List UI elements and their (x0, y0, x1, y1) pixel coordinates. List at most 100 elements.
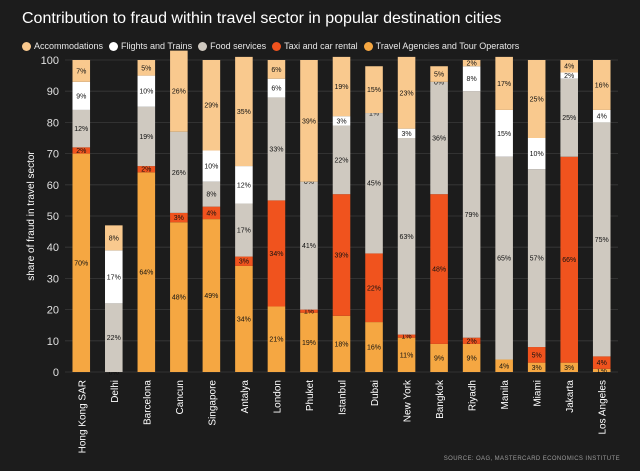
bar-segment-travel-agencies-and-tour-operators (397, 337, 416, 372)
data-label: 5% (532, 352, 542, 359)
y-tick-label: 30 (47, 273, 59, 285)
bar-segment-taxi-and-car-rental (462, 337, 481, 344)
data-label: 41% (302, 243, 316, 250)
data-label: 0% (109, 370, 119, 377)
data-label: 17% (107, 274, 121, 281)
bar-segment-taxi-and-car-rental (300, 309, 318, 313)
bar-segment-taxi-and-car-rental (72, 147, 91, 154)
data-label: 8% (109, 235, 119, 242)
data-label: 3% (336, 118, 346, 125)
data-label: 11% (400, 352, 414, 359)
bar-segment-flights-and-trains (560, 72, 578, 79)
bar-segment-food-services (430, 81, 448, 195)
data-label: 15% (367, 87, 381, 94)
legend-item-accommodations: Accommodations (22, 41, 103, 51)
data-label: 23% (400, 90, 414, 97)
data-label: 4% (597, 114, 607, 121)
x-tick-label: New York (403, 379, 414, 422)
x-tick-label: Jakarta (565, 380, 576, 413)
x-tick-label: Delhi (110, 380, 121, 403)
data-label: 0% (109, 370, 119, 377)
x-tick-label: Antalya (240, 380, 251, 414)
chart-title: Contribution to fraud within travel sect… (22, 10, 502, 27)
bar-segment-accommodations (560, 60, 578, 73)
bar-segment-travel-agencies-and-tour-operators (560, 362, 578, 372)
legend-item-taxi-and-car-rental: Taxi and car rental (272, 41, 358, 51)
data-label: 2% (467, 61, 477, 68)
data-label: 5% (434, 72, 444, 79)
data-label: 6% (271, 86, 281, 93)
bar-segment-food-services (202, 181, 221, 207)
data-label: 10% (139, 89, 153, 96)
data-label: 36% (432, 136, 446, 143)
bar-segment-flights-and-trains (137, 75, 156, 107)
y-tick-label: 80 (47, 117, 59, 129)
bar-segment-food-services (365, 113, 383, 254)
bar-segment-travel-agencies-and-tour-operators (332, 315, 351, 372)
data-label: 9% (76, 93, 86, 100)
data-label: 12% (237, 182, 251, 189)
bar-segment-travel-agencies-and-tour-operators (235, 265, 253, 372)
x-tick-label: Cancun (175, 380, 186, 414)
legend-swatch (109, 41, 119, 51)
data-label: 57% (530, 256, 544, 263)
bar-segment-food-services (397, 138, 416, 335)
data-label: 70% (74, 260, 88, 267)
bar-segment-taxi-and-car-rental (202, 206, 221, 220)
data-label: 5% (141, 65, 151, 72)
bar-segment-flights-and-trains (72, 81, 91, 110)
legend-label: Food services (210, 41, 267, 51)
bar-segment-food-services (462, 91, 481, 338)
data-label: 79% (465, 212, 479, 219)
data-label: 19% (139, 134, 153, 141)
bar-segment-food-services (235, 203, 253, 257)
y-axis-label: share of fraud in travel sector (26, 151, 37, 281)
bar-segment-food-services (527, 169, 546, 348)
bar-segment-flights-and-trains (235, 166, 253, 204)
x-tick-label: Singapore (207, 380, 218, 426)
legend-label: Accommodations (34, 41, 104, 51)
data-label: 3% (239, 259, 249, 266)
data-label: 0% (434, 79, 444, 86)
bar-segment-accommodations (267, 60, 286, 79)
bar-segment-accommodations (72, 60, 91, 82)
data-label: 48% (432, 267, 446, 274)
bar-segment-food-services (170, 131, 188, 213)
bar-segment-accommodations (365, 66, 383, 114)
source-note: SOURCE: OAG, MASTERCARD ECONOMICS INSTIT… (443, 456, 620, 462)
legend-swatch (272, 41, 282, 51)
data-label: 1% (597, 368, 607, 375)
bar-segment-accommodations (170, 50, 188, 132)
x-tick-label: Istanbul (338, 380, 349, 415)
bar-segment-travel-agencies-and-tour-operators (592, 368, 611, 372)
data-label: 35% (237, 109, 251, 116)
data-label: 48% (172, 295, 186, 302)
data-label: 39% (334, 253, 348, 260)
bar-segment-taxi-and-car-rental (365, 253, 383, 323)
data-label: 10% (530, 151, 544, 158)
data-label: 9% (434, 355, 444, 362)
y-tick-label: 10 (47, 336, 59, 348)
bar-segment-travel-agencies-and-tour-operators (72, 153, 91, 372)
bar-segment-travel-agencies-and-tour-operators (267, 306, 286, 372)
legend-item-travel-agencies-and-tour-operators: Travel Agencies and Tour Operators (363, 41, 519, 51)
data-label: 33% (269, 146, 283, 153)
bar-segment-taxi-and-car-rental (527, 347, 546, 363)
bar-segment-food-services (495, 156, 513, 360)
bar-segment-travel-agencies-and-tour-operators (430, 343, 448, 372)
bar-segment-flights-and-trains (462, 66, 481, 92)
legend-swatch (22, 41, 31, 51)
data-label: 3% (532, 365, 542, 372)
data-label: 3% (174, 215, 184, 222)
bar-segment-taxi-and-car-rental (560, 156, 578, 363)
data-label: 25% (530, 97, 544, 104)
data-label: 0% (304, 179, 314, 186)
data-label: 16% (595, 82, 609, 89)
bar-segment-taxi-and-car-rental (235, 256, 253, 266)
bar-segment-accommodations (430, 66, 448, 82)
data-label: 1% (369, 111, 379, 118)
data-label: 4% (564, 64, 574, 71)
bar-segment-accommodations (527, 60, 546, 138)
bar-segment-accommodations (495, 56, 513, 110)
